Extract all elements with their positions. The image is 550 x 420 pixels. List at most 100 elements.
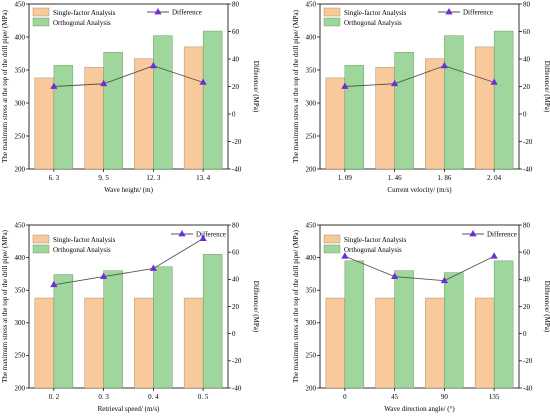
bar-single-factor xyxy=(183,297,204,389)
bar-single-factor xyxy=(474,46,495,170)
y-tick-label: 200 xyxy=(306,165,317,173)
chart-panel-4: 200 250 300 350 400 450 -40 -20 0 20 40 60 80 0 45 90 13… xyxy=(292,221,550,413)
x-tick-label: 6. 3 xyxy=(49,174,60,182)
bar-single-factor xyxy=(375,67,395,170)
bar-orthogonal xyxy=(103,270,123,389)
y2-tick-label: 40 xyxy=(232,55,240,63)
y-tick-label: 450 xyxy=(15,221,26,229)
y2-tick-label: -40 xyxy=(232,165,242,173)
difference-line xyxy=(344,65,495,87)
y2-tick-label: 40 xyxy=(232,276,240,284)
difference-marker xyxy=(490,252,498,259)
legend-orthogonal-label: Orthogonal Analysis xyxy=(53,246,111,254)
difference-marker xyxy=(391,79,399,87)
y-tick-label: 350 xyxy=(306,287,317,295)
x-axis-title: Wave direction angle/ (°) xyxy=(384,405,455,413)
y2-tick-label: 80 xyxy=(232,0,240,8)
y2-tick-label: 60 xyxy=(232,28,240,36)
bar-orthogonal xyxy=(493,30,514,170)
difference-line xyxy=(344,255,495,282)
legend-single-label: Single-factor Analysis xyxy=(53,236,116,244)
bar-single-factor xyxy=(84,67,104,170)
y2-tick-label: -20 xyxy=(232,138,242,146)
y2-axis-title: Difference/ (MPa) xyxy=(252,281,260,333)
bar-orthogonal xyxy=(344,65,365,170)
x-tick-label: 90 xyxy=(441,393,449,401)
legend: Single-factor Analysis Difference Orthogon… xyxy=(32,7,202,27)
difference-marker xyxy=(490,78,498,85)
chart-panel-1: 200 250 300 350 400 450 -40 -20 0 20 40 60 80 6. 3 9. … xyxy=(1,0,260,194)
y-tick-label: 350 xyxy=(15,66,26,74)
y-tick-label: 400 xyxy=(306,254,317,262)
bar-single-factor xyxy=(425,297,445,389)
legend-orthogonal-swatch xyxy=(32,17,50,27)
y2-axis-title: Difference/ (MPa) xyxy=(252,61,260,113)
bar-orthogonal xyxy=(493,260,514,389)
legend-single-label: Single-factor Analysis xyxy=(53,9,116,17)
difference-marker xyxy=(341,82,349,89)
y-tick-label: 250 xyxy=(15,352,26,360)
y2-tick-label: 80 xyxy=(523,0,531,8)
bar-orthogonal xyxy=(53,65,74,170)
legend-single-swatch xyxy=(32,234,50,244)
y2-tick-label: 80 xyxy=(232,221,240,229)
difference-marker xyxy=(440,61,448,69)
bar-single-factor xyxy=(183,46,204,170)
y2-tick-label: -20 xyxy=(232,357,242,365)
legend-difference-marker xyxy=(154,8,162,15)
y-tick-label: 300 xyxy=(306,99,317,107)
legend-difference-label: Difference xyxy=(196,231,226,239)
y2-tick-label: 80 xyxy=(523,221,531,229)
bar-single-factor xyxy=(84,297,104,389)
y-tick-label: 300 xyxy=(306,319,317,327)
y-tick-label: 400 xyxy=(306,33,317,41)
x-axis-title: Current velocity/ (m/s) xyxy=(387,186,452,194)
y-tick-label: 200 xyxy=(15,165,26,173)
difference-marker xyxy=(199,78,207,85)
legend-single-swatch xyxy=(323,7,341,17)
y2-tick-label: 20 xyxy=(523,83,531,91)
legend: Difference Single-factor Analysis Orthogon… xyxy=(323,230,517,254)
y2-tick-label: 0 xyxy=(523,110,527,118)
bar-single-factor xyxy=(325,77,346,170)
bar-orthogonal xyxy=(444,35,464,170)
legend-single-swatch xyxy=(323,234,341,244)
bar-single-factor xyxy=(34,77,55,170)
y-tick-label: 250 xyxy=(306,352,317,360)
bar-single-factor xyxy=(134,297,154,389)
y2-tick-label: 0 xyxy=(232,330,236,338)
bar-orthogonal xyxy=(394,51,414,170)
y2-tick-label: 0 xyxy=(523,330,527,338)
bar-single-factor xyxy=(375,297,395,389)
bar-single-factor xyxy=(474,297,495,389)
y-tick-label: 300 xyxy=(15,319,26,327)
difference-marker xyxy=(100,79,108,87)
y-tick-label: 450 xyxy=(306,221,317,229)
difference-marker xyxy=(149,264,157,271)
y-tick-label: 250 xyxy=(15,132,26,140)
y-axis-title: The maximum stress at the top of the dri… xyxy=(1,9,9,162)
x-tick-label: 2. 04 xyxy=(487,174,502,182)
x-tick-label: 0. 2 xyxy=(49,393,60,401)
y-tick-label: 250 xyxy=(306,132,317,140)
y2-tick-label: -20 xyxy=(523,138,533,146)
y-axis-title: The maximum stress at the top of the dri… xyxy=(1,229,9,382)
y2-tick-label: 60 xyxy=(523,248,531,256)
bar-orthogonal xyxy=(444,272,464,389)
y2-tick-label: 40 xyxy=(523,55,531,63)
bar-orthogonal xyxy=(153,35,173,170)
x-tick-label: 1. 09 xyxy=(338,174,353,182)
x-axis-title: Retrieval speed/ (m/s) xyxy=(98,405,160,413)
x-tick-label: 1. 86 xyxy=(437,174,452,182)
x-tick-label: 135 xyxy=(489,393,500,401)
y-axis-title: The maximum stress at the top of the dri… xyxy=(292,229,300,382)
legend-difference-label: Difference xyxy=(463,9,493,17)
bar-single-factor xyxy=(325,297,346,389)
legend-difference-marker xyxy=(445,8,453,15)
difference-line xyxy=(53,238,204,286)
y2-tick-label: -40 xyxy=(523,165,533,173)
y-tick-label: 400 xyxy=(15,33,26,41)
legend: Single-factor Analysis Difference Orthogon… xyxy=(323,7,493,27)
legend-single-label: Single-factor Analysis xyxy=(344,9,407,17)
